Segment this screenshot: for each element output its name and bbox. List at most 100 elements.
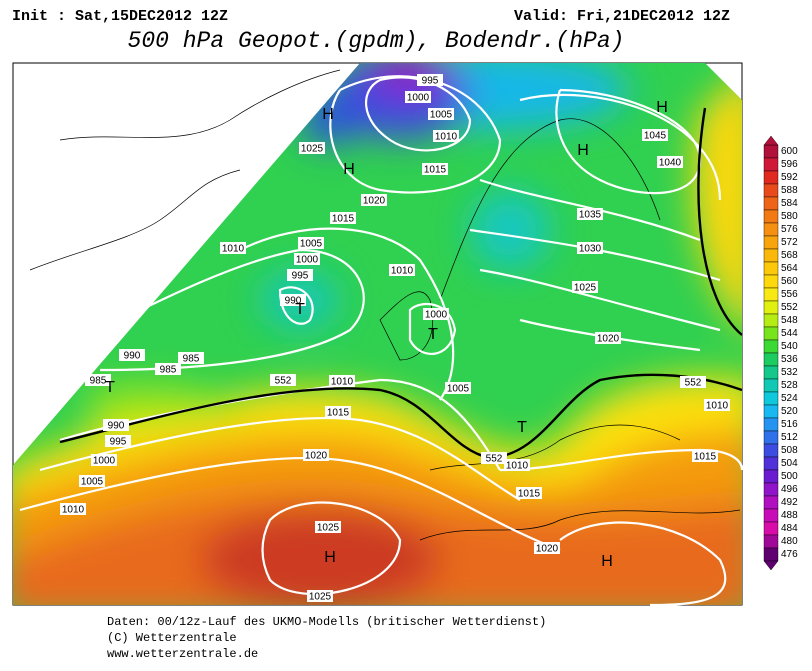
isobar-label: 1000 (405, 91, 431, 104)
isobar-value: 990 (108, 421, 125, 432)
colorbar-cell (763, 222, 779, 237)
isobar-value: 552 (685, 378, 702, 389)
isobar-value: 552 (486, 454, 503, 465)
colorbar-cell (763, 443, 779, 458)
colorbar-label: 576 (781, 224, 798, 235)
isobar-label: 1010 (433, 130, 459, 143)
colorbar-label: 588 (781, 185, 798, 196)
label-box (428, 108, 454, 120)
label-box (330, 212, 356, 224)
colorbar-label: 548 (781, 315, 798, 326)
colorbar-label: 552 (781, 302, 798, 313)
isobar-label: 985 (178, 352, 204, 365)
colorbar-label: 564 (781, 263, 798, 274)
isobar-value: 1020 (305, 451, 328, 462)
colorbar-cell (763, 378, 779, 393)
colorbar-label: 508 (781, 445, 798, 456)
isobar-value: 1010 (331, 377, 354, 388)
colorbar-cell (763, 482, 779, 497)
colorbar-cell (763, 300, 779, 315)
isobar-label: 1010 (504, 459, 530, 472)
colorbar-bottom (763, 560, 779, 571)
isobar-label: 1020 (303, 449, 329, 462)
colorbar-cell (763, 170, 779, 185)
colorbar-cell (763, 430, 779, 445)
pressure-center: H (577, 142, 589, 159)
colorbar-label: 492 (781, 497, 798, 508)
isobar-value: 1010 (222, 244, 245, 255)
label-box (389, 264, 415, 276)
label-box (657, 156, 683, 168)
colorbar-label: 484 (781, 523, 798, 534)
pressure-center: H (343, 161, 355, 178)
isobar-value: 1005 (430, 110, 453, 121)
colorbar-cell (763, 313, 779, 328)
valid-time: Valid: Fri,21DEC2012 12Z (514, 8, 730, 25)
label-box (79, 475, 105, 487)
colorbar-label: 516 (781, 419, 798, 430)
isobar-value: 1015 (694, 452, 717, 463)
colorbar-label: 500 (781, 471, 798, 482)
label-box (270, 374, 296, 386)
isobar-label: 985 (85, 374, 111, 387)
isobar-value: 1010 (506, 461, 529, 472)
colorbar-label: 596 (781, 159, 798, 170)
label-box (504, 459, 530, 471)
label-box (680, 376, 706, 388)
label-box (692, 450, 718, 462)
isobar-value: 995 (292, 271, 309, 282)
colorbar-cell (763, 183, 779, 198)
colorbar-cell (763, 365, 779, 380)
colorbar-cell (763, 326, 779, 341)
pressure-center: T (105, 379, 115, 396)
colorbar-label: 592 (781, 172, 798, 183)
colorbar-cell (763, 469, 779, 484)
label-box (361, 194, 387, 206)
isobar-value: 1040 (659, 158, 682, 169)
label-box (298, 237, 324, 249)
pressure-center: T (517, 419, 527, 436)
label-box (405, 91, 431, 103)
isobar-label: 1025 (307, 590, 333, 603)
colorbar-label: 544 (781, 328, 798, 339)
isobar-value: 1015 (332, 214, 355, 225)
label-box (303, 449, 329, 461)
colorbar-cell (763, 274, 779, 289)
isobar-value: 1045 (644, 131, 667, 142)
colorbar-cell (763, 404, 779, 419)
label-box (595, 332, 621, 344)
label-box (433, 130, 459, 142)
isobar-value: 1015 (424, 165, 447, 176)
colorbar-label: 524 (781, 393, 798, 404)
label-box (307, 590, 333, 602)
colorbar-cell (763, 391, 779, 406)
pressure-center: H (324, 549, 336, 566)
isobar-label: 1005 (445, 382, 471, 395)
label-box (103, 419, 129, 431)
isobar-value: 1000 (296, 255, 319, 266)
colorbar-label: 528 (781, 380, 798, 391)
colorbar-cell (763, 547, 779, 562)
footer-line: Daten: 00/12z-Lauf des UKMO-Modells (bri… (107, 615, 546, 629)
isobar-label: 1015 (330, 212, 356, 225)
footer-line: www.wetterzentrale.de (107, 647, 258, 661)
isobar-label: 990 (119, 349, 145, 362)
isobar-label: 1000 (423, 308, 449, 321)
colorbar-cell (763, 495, 779, 510)
isobar-label: 1020 (595, 332, 621, 345)
colorbar-cell (763, 287, 779, 302)
colorbar-label: 572 (781, 237, 798, 248)
label-box (325, 406, 351, 418)
isobar-label: 1010 (220, 242, 246, 255)
colorbar-label: 520 (781, 406, 798, 417)
isobar-value: 1015 (327, 408, 350, 419)
isobar-label: 1010 (704, 399, 730, 412)
isobar-label: 1020 (534, 542, 560, 555)
isobar-label: 1005 (428, 108, 454, 121)
label-box (481, 452, 507, 464)
pressure-center: H (656, 99, 668, 116)
isobar-label: 1015 (516, 487, 542, 500)
label-box (280, 294, 306, 306)
isobar-label: 1040 (657, 156, 683, 169)
